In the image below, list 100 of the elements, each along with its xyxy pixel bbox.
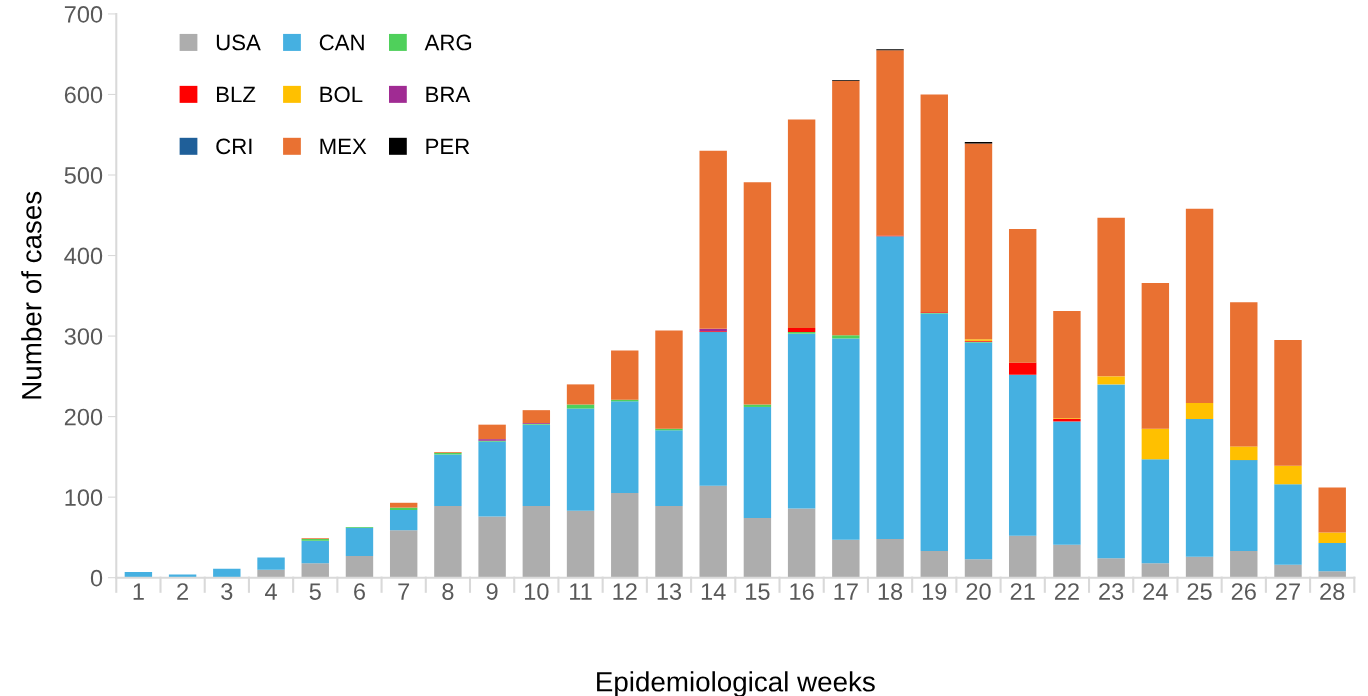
bar (743, 182, 772, 405)
bar (389, 510, 418, 531)
x-tick-label: 5 (309, 583, 321, 600)
legend-label: MEX (320, 138, 367, 155)
bar (699, 485, 727, 578)
x-tick-label: 24 (1143, 583, 1168, 600)
bar (743, 406, 772, 519)
bar (787, 119, 816, 329)
bar (522, 410, 551, 424)
bar (1230, 551, 1258, 578)
x-tick-label: 26 (1231, 583, 1256, 600)
bar (1097, 558, 1125, 578)
x-tick-label: 16 (790, 583, 814, 600)
bar (611, 350, 639, 400)
x-tick-label: 18 (878, 583, 903, 600)
bar (566, 510, 595, 578)
bar (1185, 419, 1214, 557)
bar (611, 401, 639, 494)
bar (301, 563, 329, 578)
x-tick-label: 7 (398, 583, 410, 600)
bar (301, 540, 329, 564)
y-tick-label: 300 (64, 328, 103, 345)
bar (699, 332, 727, 486)
bar (920, 551, 948, 578)
bar (920, 94, 948, 312)
bar (1274, 484, 1302, 565)
x-tick-label: 2 (177, 583, 188, 600)
bar (655, 430, 683, 506)
bar (1141, 428, 1170, 460)
y-tick-label: 600 (64, 86, 103, 104)
bar (964, 559, 993, 578)
bar (1097, 384, 1125, 559)
x-tick-label: 1 (133, 583, 144, 600)
bar (1230, 460, 1258, 552)
bar (1274, 465, 1302, 485)
legend-label: PER (426, 138, 470, 155)
x-tick-label: 6 (354, 583, 365, 600)
bar (1141, 282, 1170, 429)
y-tick-label: 400 (64, 247, 103, 265)
bar (1318, 571, 1346, 578)
bar (655, 506, 683, 578)
x-tick-label: 11 (570, 583, 592, 600)
bar (1230, 446, 1258, 461)
bar (787, 333, 816, 509)
bar (1097, 376, 1125, 385)
bar (389, 502, 418, 508)
bar (1185, 556, 1214, 578)
bar (964, 143, 993, 340)
bar (566, 404, 595, 409)
bar (1009, 228, 1037, 363)
bar (1318, 487, 1346, 533)
bar (1274, 340, 1302, 466)
x-tick-label: 28 (1320, 583, 1345, 600)
bar (1274, 564, 1302, 578)
bar (1230, 302, 1258, 447)
bar (389, 530, 418, 578)
bar (1053, 421, 1081, 545)
x-tick-label: 14 (701, 583, 726, 600)
x-tick-label: 21 (1010, 583, 1035, 600)
bar (345, 555, 374, 578)
x-tick-label: 17 (834, 583, 858, 600)
bar (345, 527, 374, 556)
x-tick-label: 15 (746, 583, 770, 600)
bar (434, 454, 462, 506)
x-tick-label: 8 (442, 583, 454, 600)
bar (1053, 544, 1081, 578)
bar (1318, 532, 1346, 544)
x-tick-label: 25 (1187, 583, 1212, 600)
y-axis-title: Number of cases (21, 191, 42, 399)
y-tick-label: 0 (90, 569, 103, 587)
y-tick-label: 100 (65, 489, 103, 506)
bar (478, 424, 506, 440)
bar (832, 80, 860, 336)
y-tick-label: 500 (64, 167, 103, 184)
bar (522, 506, 551, 578)
bar (566, 408, 595, 511)
bar (478, 516, 506, 578)
bar (1185, 402, 1214, 420)
x-tick-label: 13 (657, 583, 682, 600)
x-tick-label: 12 (613, 583, 637, 600)
bar (964, 342, 993, 560)
bar (1318, 543, 1346, 572)
bar (1141, 563, 1170, 578)
x-tick-label: 22 (1054, 583, 1079, 600)
bar (876, 236, 904, 540)
bar (434, 506, 462, 578)
bar (787, 508, 816, 578)
bar (1009, 374, 1037, 536)
y-tick-label: 200 (64, 408, 103, 426)
bar (566, 384, 595, 405)
bar (1009, 535, 1037, 578)
bar (1009, 362, 1037, 375)
bar (920, 313, 948, 552)
bar (1141, 459, 1170, 564)
legend-label: USA (216, 34, 261, 51)
x-tick-label: 4 (265, 583, 277, 600)
bar (478, 441, 506, 517)
legend-label: CAN (319, 34, 364, 51)
x-tick-label: 27 (1276, 583, 1300, 600)
bar (611, 493, 639, 578)
